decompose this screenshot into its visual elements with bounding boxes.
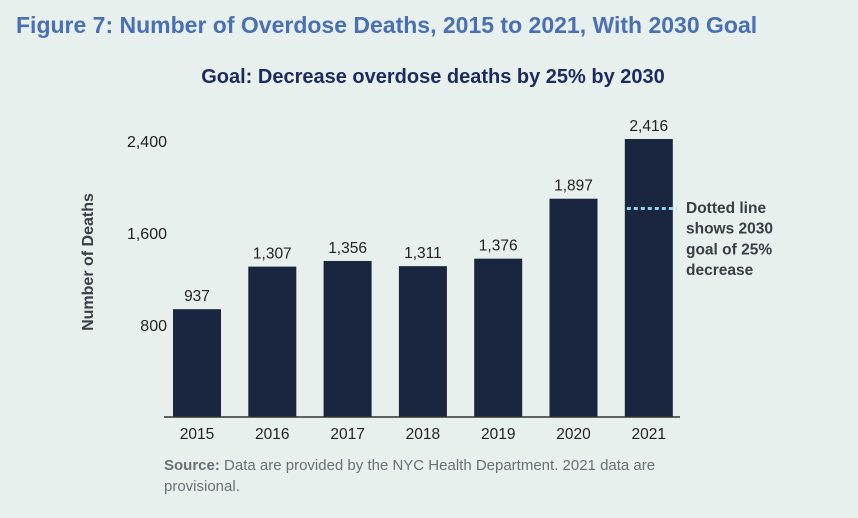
bar-2017 xyxy=(323,260,372,417)
bar-2020 xyxy=(549,198,598,417)
x-tick-label: 2016 xyxy=(255,426,289,443)
goal-annotation: Dotted line shows 2030 goal of 25% decrease xyxy=(686,200,773,279)
x-tick-label: 2018 xyxy=(406,426,440,443)
value-label: 2,416 xyxy=(629,118,668,135)
x-tick-label: 2019 xyxy=(481,426,515,443)
x-tick-label: 2020 xyxy=(556,426,591,443)
value-label: 1,307 xyxy=(253,246,292,263)
goal-annotation-line: shows 2030 xyxy=(686,221,773,238)
y-tick-label: 1,600 xyxy=(127,226,167,243)
value-label: 937 xyxy=(184,288,210,305)
goal-annotation-line: decrease xyxy=(686,262,754,279)
chart-title: Goal: Decrease overdose deaths by 25% by… xyxy=(201,66,665,88)
bar-2015 xyxy=(173,309,221,417)
x-tick-label: 2017 xyxy=(330,426,364,443)
y-tick-label: 800 xyxy=(140,318,167,335)
y-tick-label: 2,400 xyxy=(127,134,167,151)
figure-title: Figure 7: Number of Overdose Deaths, 201… xyxy=(16,12,758,38)
bar-chart: 800 1,600 2,400 Number of Deaths 937 2015 1,30… xyxy=(80,118,773,443)
y-axis-label: Number of Deaths xyxy=(80,193,97,331)
value-label: 1,897 xyxy=(554,178,593,195)
goal-annotation-line: goal of 25% xyxy=(686,241,772,258)
bar-2018 xyxy=(398,266,447,417)
x-tick-label: 2021 xyxy=(632,426,666,443)
bar-2021 xyxy=(624,139,673,417)
value-label: 1,376 xyxy=(479,238,518,255)
goal-annotation-line: Dotted line xyxy=(686,200,766,217)
value-label: 1,356 xyxy=(328,240,367,257)
bar-2016 xyxy=(248,266,297,417)
x-tick-label: 2015 xyxy=(180,426,214,443)
source-text: Data are provided by the NYC Health Depa… xyxy=(164,457,656,495)
value-label: 1,311 xyxy=(404,245,442,262)
bar-2019 xyxy=(474,258,523,417)
source-label: Source: xyxy=(164,457,220,474)
source-note: Source: Data are provided by the NYC Hea… xyxy=(164,455,684,497)
